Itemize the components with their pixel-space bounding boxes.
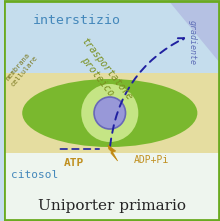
Bar <box>4 153 220 221</box>
Text: interstizio: interstizio <box>33 14 121 27</box>
Text: ADP+Pi: ADP+Pi <box>134 155 169 165</box>
Text: ATP: ATP <box>64 158 84 168</box>
Polygon shape <box>168 0 220 63</box>
Text: membrana
cellulare: membrana cellulare <box>4 50 39 88</box>
Ellipse shape <box>22 79 197 147</box>
Bar <box>4 0 220 73</box>
Ellipse shape <box>81 84 138 142</box>
Ellipse shape <box>94 97 126 129</box>
Polygon shape <box>108 145 118 161</box>
Text: gradiente: gradiente <box>188 21 197 65</box>
Text: citosol: citosol <box>11 170 59 180</box>
Bar <box>4 73 220 153</box>
Text: Uniporter primario: Uniporter primario <box>38 199 186 213</box>
Text: trasportatore
proteico: trasportatore proteico <box>70 36 134 110</box>
